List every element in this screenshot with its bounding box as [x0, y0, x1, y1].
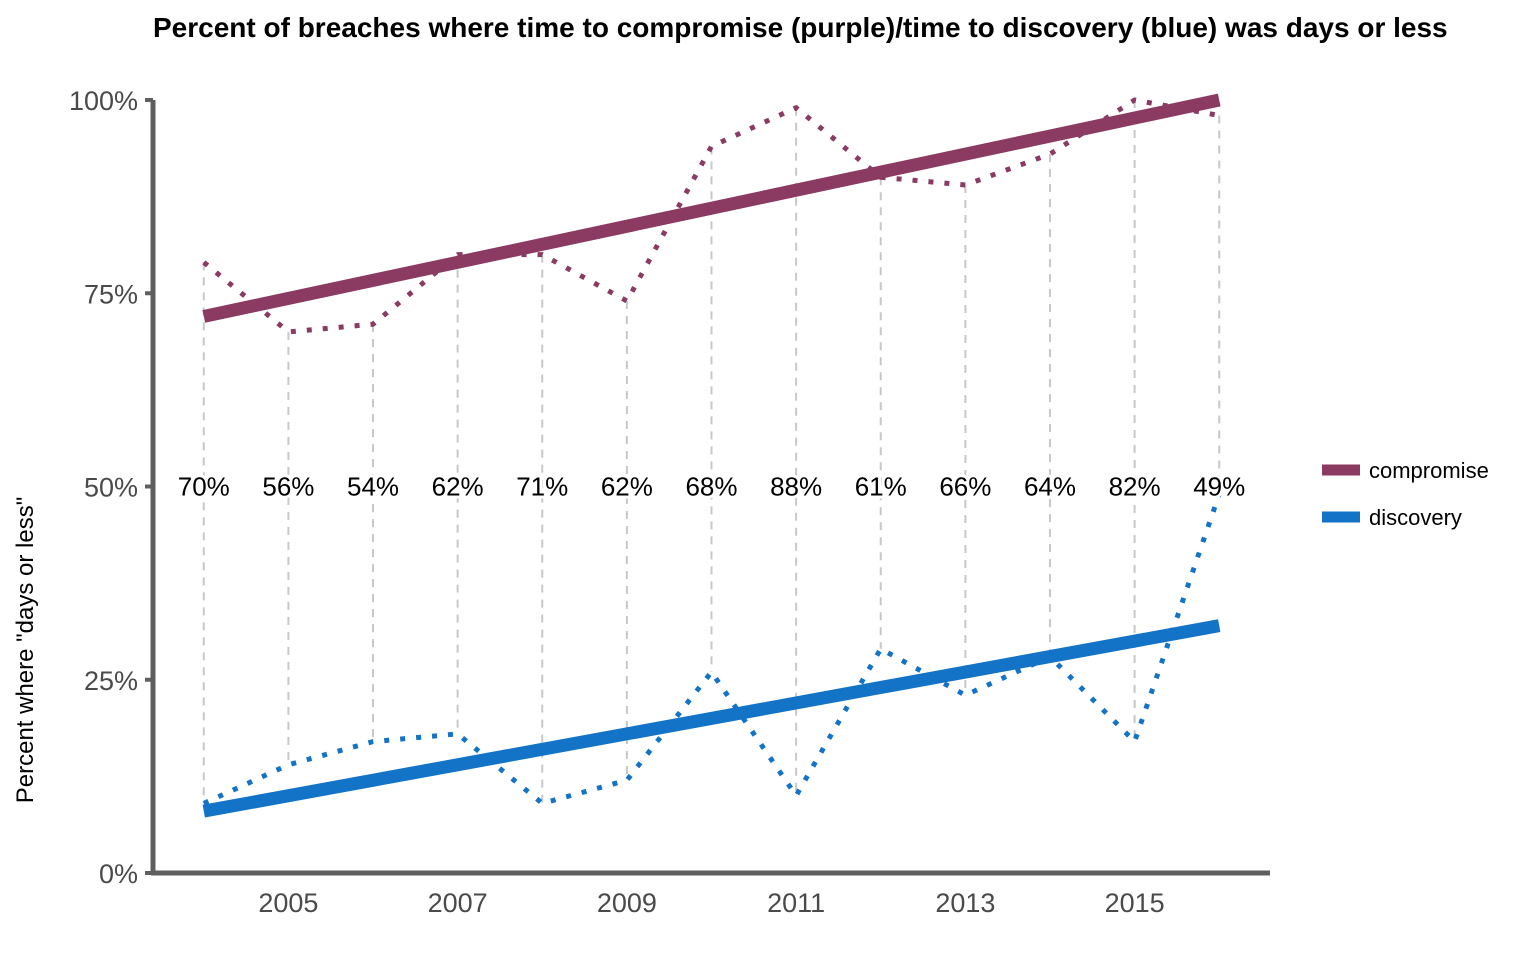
percent-label-2006: 54% — [347, 472, 399, 502]
x-tick-label: 2009 — [597, 888, 657, 918]
grid-lines — [202, 100, 1221, 804]
axes: 0% 25% 50% 75% 100% 2005 2007 2009 2011 2013 2015 — [69, 86, 1270, 918]
legend-label-compromise: compromise — [1369, 458, 1489, 483]
percent-label-2012: 61% — [855, 472, 907, 502]
percent-label-2016: 49% — [1193, 472, 1245, 502]
legend: compromise discovery — [1322, 458, 1489, 530]
percent-label-2005: 56% — [262, 472, 314, 502]
series-lines — [202, 97, 1222, 806]
y-tick-label: 25% — [84, 666, 138, 696]
percent-label-2014: 64% — [1024, 472, 1076, 502]
y-tick-label: 75% — [84, 279, 138, 309]
x-tick-label: 2015 — [1105, 888, 1165, 918]
percent-label-2011: 88% — [770, 472, 822, 502]
series-line-discovery — [202, 493, 1222, 806]
x-tick-label: 2013 — [935, 888, 995, 918]
percent-label-2013: 66% — [939, 472, 991, 502]
percent-annotations: 70% 56% 54% 62% 71% 62% 68% 88% 61% 66% 64% 82% 49% — [175, 469, 1249, 505]
x-tick-label: 2005 — [258, 888, 318, 918]
y-tick-label: 50% — [84, 473, 138, 503]
chart-title: Percent of breaches where time to compro… — [153, 12, 1448, 43]
y-tick-label: 0% — [99, 859, 138, 889]
percent-label-2007: 62% — [432, 472, 484, 502]
percent-label-2008: 71% — [516, 472, 568, 502]
trend-line-compromise — [202, 93, 1221, 323]
y-tick-label: 100% — [69, 86, 138, 116]
trend-line-discovery — [202, 619, 1221, 818]
x-tick-label: 2011 — [767, 888, 825, 918]
percent-label-2009: 62% — [601, 472, 653, 502]
x-tick-label: 2007 — [428, 888, 488, 918]
trend-lines — [202, 93, 1221, 818]
percent-label-2010: 68% — [685, 472, 737, 502]
series-line-compromise — [202, 97, 1220, 335]
percent-label-2015: 82% — [1109, 472, 1161, 502]
legend-label-discovery: discovery — [1369, 505, 1462, 530]
percent-label-2004: 70% — [178, 472, 230, 502]
y-axis-title: Percent where "days or less" — [12, 497, 39, 804]
